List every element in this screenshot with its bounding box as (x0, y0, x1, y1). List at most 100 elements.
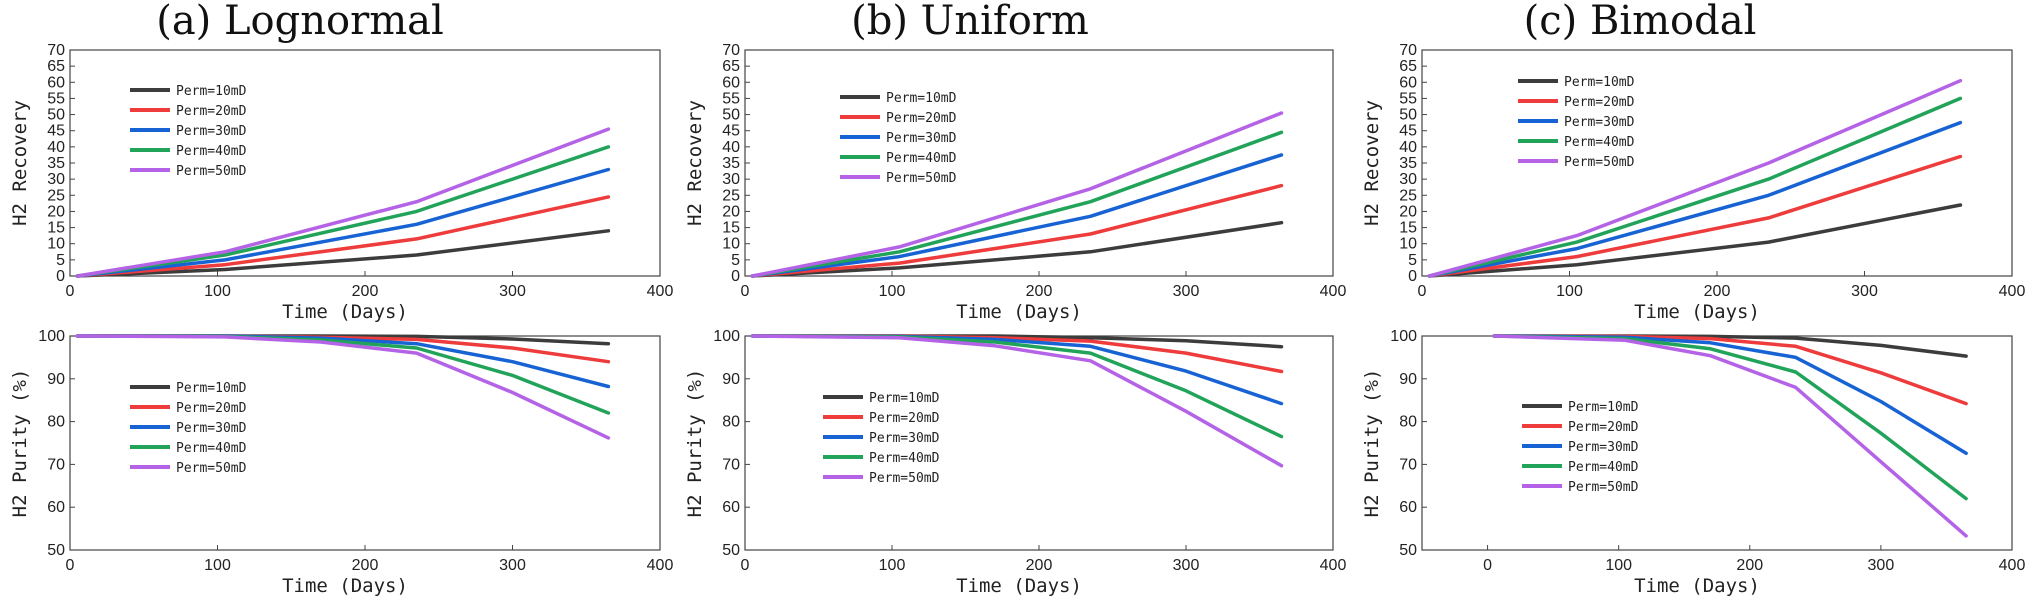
y-tick-label: 40 (722, 139, 740, 156)
chart-title: (b) Uniform (851, 0, 1089, 44)
legend-label: Perm=50mD (176, 461, 247, 476)
x-tick-label: 0 (741, 283, 750, 300)
x-axis-label: Time (Days) (956, 575, 1082, 597)
chart-c-purity: 50 60 70 80 90 100 0 100 200 300 400 Time (Days) H2 … (1361, 328, 2025, 597)
series-line-Perm=50mD (1427, 78, 1963, 278)
y-tick-label: 70 (722, 456, 740, 473)
y-axis-label: H2 Purity (%) (684, 369, 706, 518)
y-tick-label: 5 (1408, 252, 1417, 269)
x-tick-label: 100 (204, 557, 231, 574)
y-tick-label: 70 (722, 42, 740, 59)
y-tick-label: 25 (722, 187, 740, 204)
legend-label: Perm=20mD (176, 104, 247, 119)
plot-frame (69, 49, 661, 277)
y-tick-label: 80 (47, 414, 65, 431)
x-tick-label: 100 (879, 283, 906, 300)
legend-label: Perm=50mD (886, 171, 957, 186)
y-tick-label: 70 (47, 42, 65, 59)
y-axis-label: H2 Purity (%) (9, 369, 31, 518)
y-tick-label: 0 (1408, 268, 1417, 285)
y-tick-label: 50 (1399, 542, 1417, 559)
y-tick-label: 15 (47, 220, 65, 237)
y-tick-label: 25 (47, 187, 65, 204)
series-line-Perm=10mD (75, 229, 611, 278)
y-tick-label: 55 (1399, 90, 1417, 107)
y-tick-label: 50 (722, 542, 740, 559)
x-tick-label: 100 (204, 283, 231, 300)
series-line-Perm=40mD (1427, 96, 1963, 278)
chart-title: (a) Lognormal (156, 0, 444, 44)
x-axis-label: Time (Days) (282, 575, 408, 597)
y-tick-label: 65 (47, 58, 65, 75)
x-tick-label: 400 (1320, 557, 1347, 574)
y-tick-label: 0 (56, 268, 65, 285)
y-tick-label: 60 (722, 499, 740, 516)
legend-label: Perm=30mD (869, 431, 940, 446)
legend-label: Perm=40mD (869, 451, 940, 466)
y-tick-label: 50 (1399, 107, 1417, 124)
y-axis-label: H2 Recovery (9, 100, 31, 226)
y-tick-label: 60 (1399, 499, 1417, 516)
x-tick-label: 200 (1704, 283, 1731, 300)
y-tick-label: 15 (1399, 220, 1417, 237)
legend-label: Perm=50mD (1568, 480, 1639, 495)
x-tick-label: 0 (1418, 283, 1427, 300)
series-line-Perm=50mD (1492, 334, 1968, 538)
y-tick-label: 45 (722, 123, 740, 140)
y-tick-label: 70 (1399, 456, 1417, 473)
y-tick-label: 70 (47, 456, 65, 473)
legend-label: Perm=10mD (1564, 75, 1635, 90)
x-tick-label: 0 (741, 557, 750, 574)
legend-label: Perm=50mD (1564, 155, 1635, 170)
series-line-Perm=20mD (1427, 154, 1963, 278)
chart-a-purity: 50 60 70 80 90 100 0 100 200 300 400 Time (Days) H2 … (9, 328, 673, 597)
y-axis-label: H2 Purity (%) (1361, 369, 1383, 518)
y-tick-label: 35 (722, 155, 740, 172)
legend-label: Perm=30mD (1568, 440, 1639, 455)
series-line-Perm=50mD (750, 334, 1284, 468)
y-tick-label: 20 (1399, 203, 1417, 220)
legend-label: Perm=40mD (1564, 135, 1635, 150)
y-tick-label: 10 (47, 236, 65, 253)
y-tick-label: 40 (47, 139, 65, 156)
x-tick-label: 400 (1999, 283, 2026, 300)
legend-label: Perm=30mD (176, 421, 247, 436)
y-tick-label: 30 (722, 171, 740, 188)
y-tick-label: 20 (47, 203, 65, 220)
y-tick-label: 5 (56, 252, 65, 269)
x-tick-label: 400 (647, 557, 674, 574)
y-tick-label: 25 (1399, 187, 1417, 204)
legend-label: Perm=40mD (886, 151, 957, 166)
legend-label: Perm=10mD (869, 391, 940, 406)
x-tick-label: 200 (1026, 557, 1053, 574)
y-axis-label: H2 Recovery (1361, 100, 1383, 226)
x-axis-label: Time (Days) (282, 301, 408, 323)
y-tick-label: 100 (713, 328, 740, 345)
series-line-Perm=30mD (750, 153, 1284, 278)
y-tick-label: 50 (722, 107, 740, 124)
legend-label: Perm=20mD (869, 411, 940, 426)
x-tick-label: 300 (1851, 283, 1878, 300)
x-tick-label: 400 (647, 283, 674, 300)
plot-frame (1421, 49, 2013, 277)
legend-label: Perm=50mD (176, 164, 247, 179)
series-line-Perm=30mD (75, 167, 611, 278)
legend-label: Perm=10mD (176, 84, 247, 99)
y-tick-label: 15 (722, 220, 740, 237)
series-line-Perm=20mD (75, 195, 611, 278)
x-axis-label: Time (Days) (1634, 575, 1760, 597)
legend-label: Perm=30mD (886, 131, 957, 146)
y-tick-label: 65 (1399, 58, 1417, 75)
series-line-Perm=40mD (750, 130, 1284, 278)
chart-a-recovery: (a) Lognormal 051015202530354045505560657… (9, 0, 673, 323)
series-line-Perm=40mD (75, 145, 611, 278)
plot-frame (1421, 335, 2013, 551)
series-line-Perm=20mD (750, 183, 1284, 278)
y-tick-label: 100 (1390, 328, 1417, 345)
x-tick-label: 300 (1173, 283, 1200, 300)
x-tick-label: 400 (1999, 557, 2026, 574)
x-tick-label: 200 (1736, 557, 1763, 574)
